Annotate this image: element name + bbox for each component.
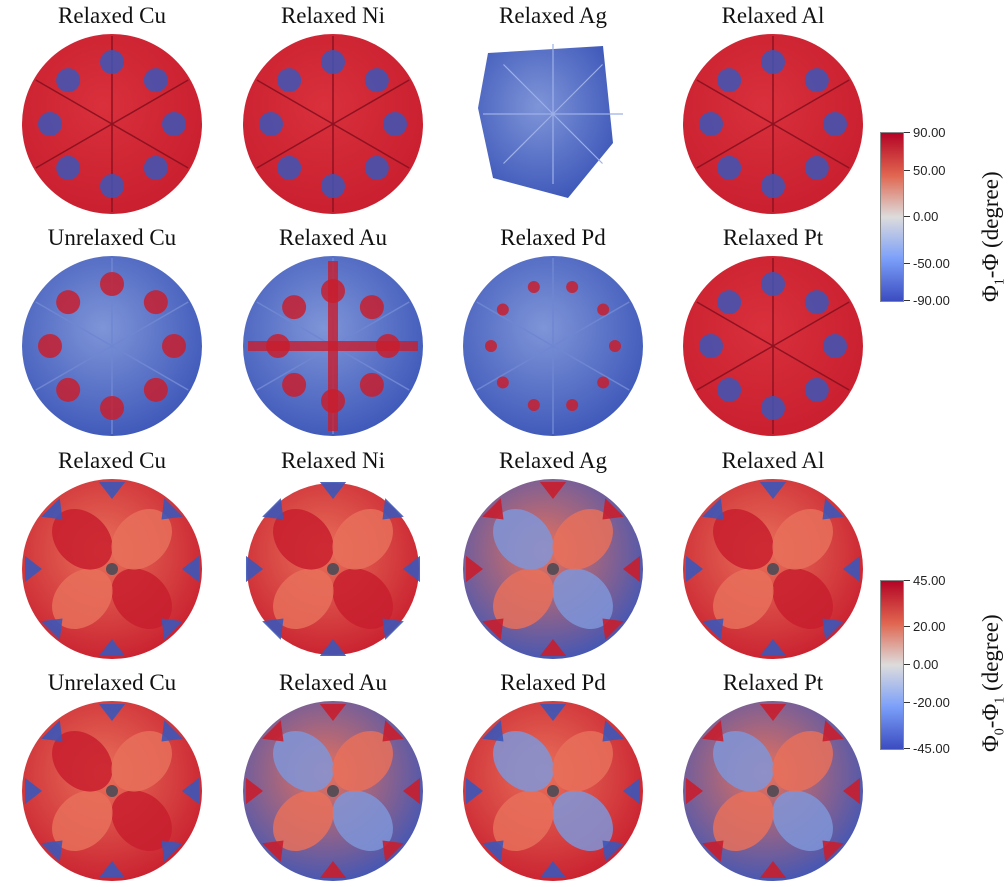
nanoparticle-panel: Unrelaxed Cu — [2, 667, 222, 887]
nanoparticle-panel: Relaxed Cu — [2, 0, 222, 220]
nanoparticle-panel: Relaxed Pt — [663, 667, 883, 887]
nanoparticle-panel: Relaxed Au — [223, 222, 443, 442]
nanoparticle-render — [463, 701, 643, 881]
panel-title: Relaxed Cu — [58, 448, 166, 473]
panel-title: Relaxed Pt — [722, 670, 824, 695]
colorbar-top-tick: -50.00 — [913, 256, 950, 271]
colorbar-top-gradient — [880, 132, 904, 302]
nanoparticle-render — [243, 34, 423, 214]
nanoparticle-render — [463, 256, 643, 436]
panel-title: Relaxed Pd — [500, 670, 606, 695]
panel-title: Unrelaxed Cu — [47, 670, 177, 695]
colorbar-bottom-tick: -20.00 — [913, 695, 950, 710]
nanoparticle-panel: Relaxed Al — [663, 0, 883, 220]
nanoparticle-render — [22, 479, 202, 659]
colorbar-bottom-tick: -45.00 — [913, 741, 950, 756]
colorbar-bottom-tick: 20.00 — [913, 619, 946, 634]
nanoparticle-render — [683, 479, 863, 659]
nanoparticle-render — [478, 44, 623, 198]
nanoparticle-render — [683, 256, 863, 436]
panel-title: Unrelaxed Cu — [47, 225, 177, 250]
nanoparticle-panel: Relaxed Pt — [663, 222, 883, 442]
colorbar-top-label: Φ1-Φ (degree) — [978, 171, 1008, 302]
nanoparticle-panel: Relaxed Cu — [2, 445, 222, 665]
panel-title: Relaxed Pt — [722, 225, 824, 250]
nanoparticle-render — [243, 256, 423, 436]
panel-title: Relaxed Ag — [499, 448, 607, 473]
nanoparticle-render — [243, 701, 423, 881]
nanoparticle-panel: Relaxed Pd — [443, 222, 663, 442]
colorbar-bottom-tick: 0.00 — [913, 657, 939, 672]
panel-title: Relaxed Ag — [499, 3, 607, 28]
panel-title: Relaxed Au — [279, 670, 387, 695]
panel-title: Relaxed Cu — [58, 3, 166, 28]
colorbar-bottom-gradient — [880, 580, 904, 750]
nanoparticle-panel: Relaxed Al — [663, 445, 883, 665]
nanoparticle-panel: Relaxed Pd — [443, 667, 663, 887]
nanoparticle-panel: Relaxed Ag — [443, 445, 663, 665]
panel-title: Relaxed Pd — [500, 225, 606, 250]
panel-title: Relaxed Al — [721, 3, 825, 28]
colorbar-top-tick: 90.00 — [913, 125, 946, 140]
colorbar-top-tick: 0.00 — [913, 209, 939, 224]
nanoparticle-panel: Relaxed Ag — [443, 0, 663, 220]
nanoparticle-render — [22, 256, 202, 436]
nanoparticle-render — [463, 479, 643, 659]
panel-title: Relaxed Al — [721, 448, 825, 473]
nanoparticle-render — [245, 481, 421, 657]
panel-title: Relaxed Ni — [280, 448, 386, 473]
nanoparticle-panel: Unrelaxed Cu — [2, 222, 222, 442]
colorbar-bottom-label: Φ0-Φ1 (degree) — [978, 614, 1008, 752]
panel-title: Relaxed Ni — [280, 3, 386, 28]
nanoparticle-render — [22, 701, 202, 881]
nanoparticle-render — [22, 34, 202, 214]
colorbar-bottom-tick: 45.00 — [913, 573, 946, 588]
colorbar-top-tick: 50.00 — [913, 163, 946, 178]
nanoparticle-render — [683, 34, 863, 214]
panel-title: Relaxed Au — [279, 225, 387, 250]
nanoparticle-panel: Relaxed Au — [223, 667, 443, 887]
colorbar-top-tick: -90.00 — [913, 293, 950, 308]
nanoparticle-panel: Relaxed Ni — [223, 0, 443, 220]
nanoparticle-panel: Relaxed Ni — [223, 445, 443, 665]
nanoparticle-render — [683, 701, 863, 881]
